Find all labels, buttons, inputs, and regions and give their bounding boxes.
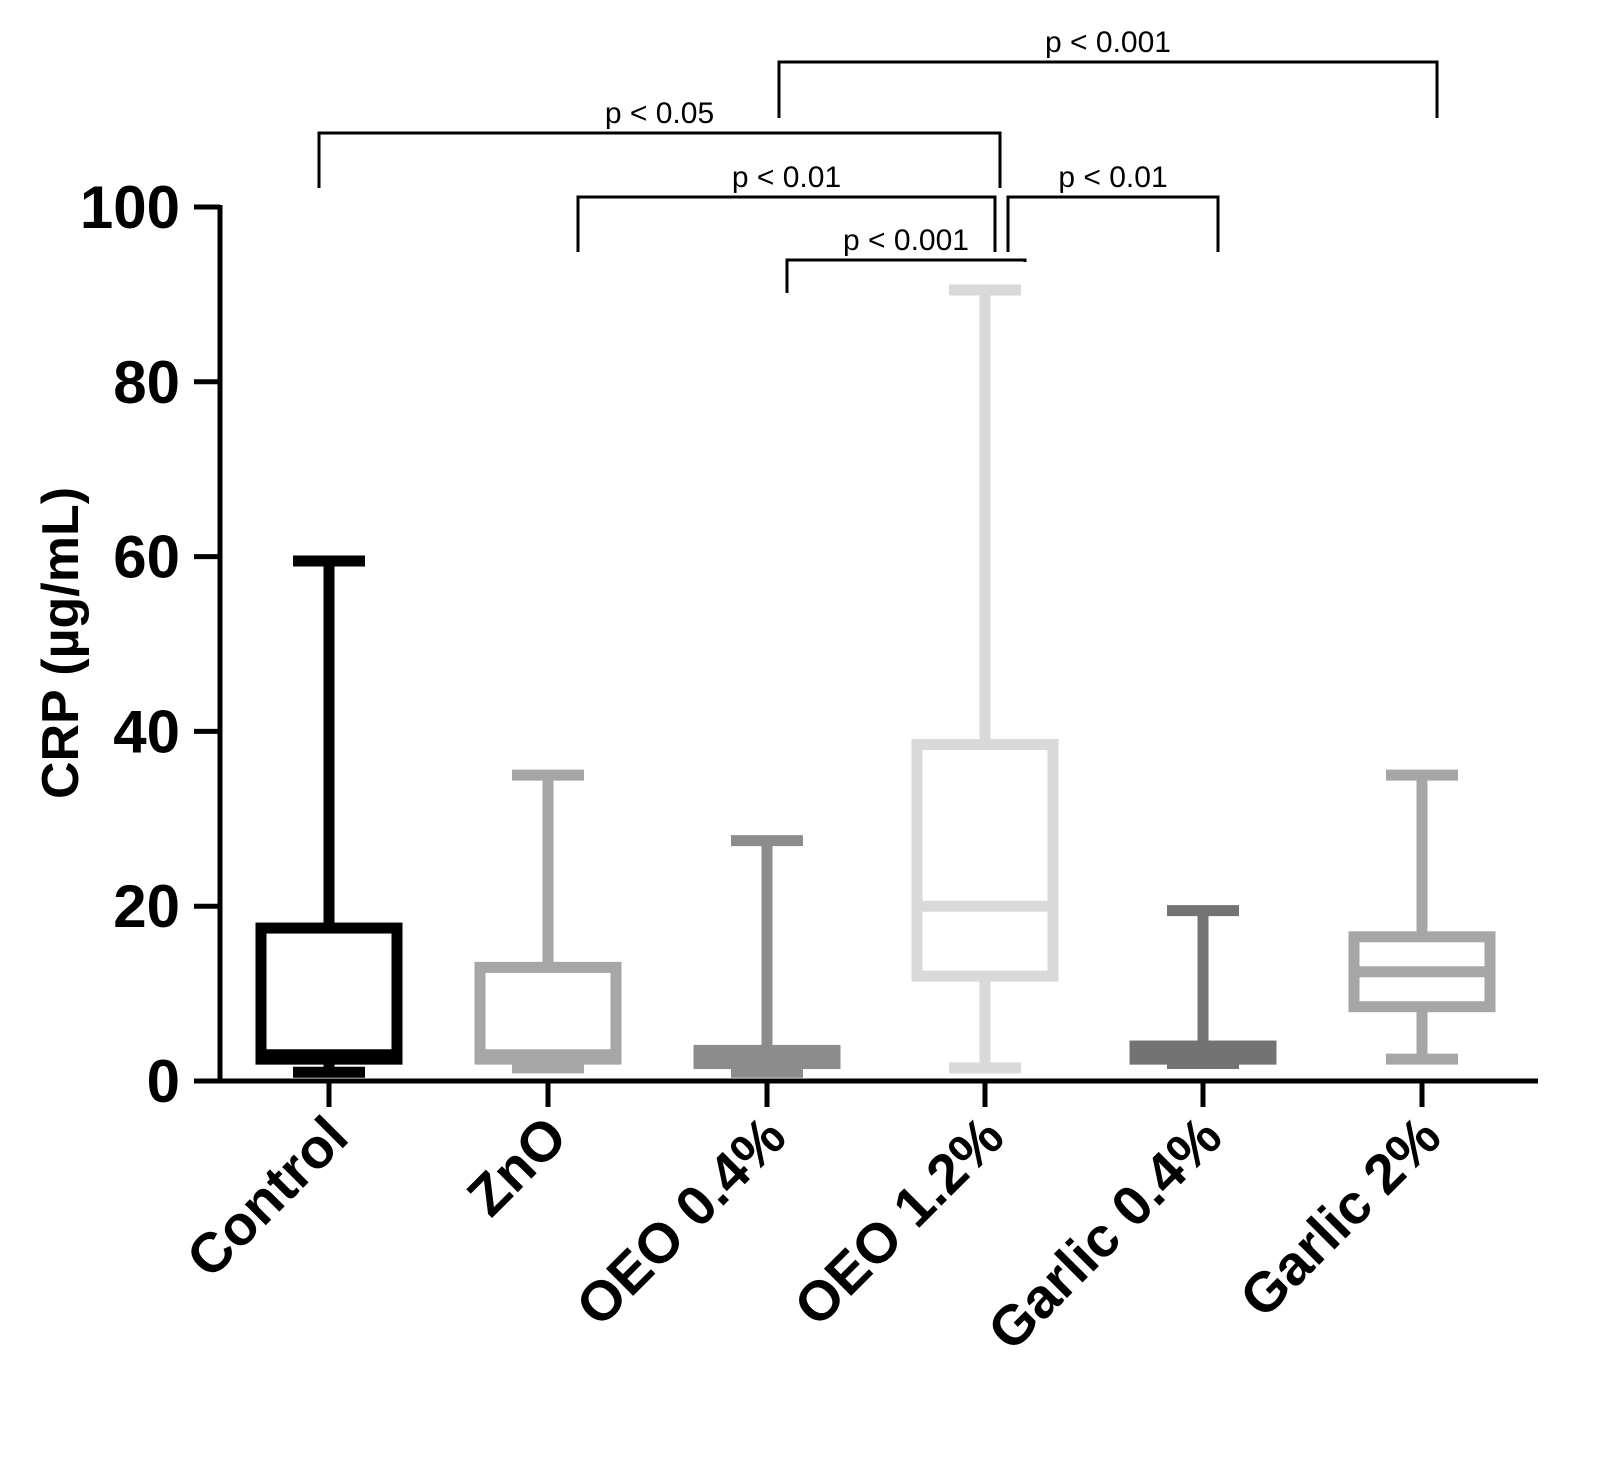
significance-bracket-1: p < 0.05 xyxy=(317,97,1002,188)
axes xyxy=(217,205,1538,1084)
y-tick-label-20: 20 xyxy=(113,873,180,940)
y-tick-label-0: 0 xyxy=(147,1048,180,1115)
box-control xyxy=(255,555,403,1078)
box-iqr xyxy=(911,739,1059,982)
box-garlic-0-4 xyxy=(1129,905,1277,1070)
bracket-label: p < 0.001 xyxy=(843,224,969,257)
x-tick-label-garlic-2: Garlic 2% xyxy=(1227,1104,1452,1329)
y-tick-label-40: 40 xyxy=(113,698,180,765)
bracket-label: p < 0.001 xyxy=(1045,26,1171,59)
bracket-line xyxy=(317,131,1002,188)
bracket-label: p < 0.05 xyxy=(605,97,714,130)
y-ticks: 0 20 40 60 80 100 xyxy=(80,174,220,1115)
bracket-line xyxy=(1006,195,1220,252)
x-tick-label-zno: ZnO xyxy=(455,1104,579,1228)
x-tick-label-control: Control xyxy=(174,1104,359,1289)
box-iqr xyxy=(474,961,622,1065)
box-garlic-2 xyxy=(1348,769,1496,1065)
bracket-line xyxy=(777,60,1439,118)
y-tick-label-100: 100 xyxy=(80,174,180,241)
y-tick-label-60: 60 xyxy=(113,524,180,591)
significance-bracket-5: p < 0.001 xyxy=(785,224,1027,293)
x-tick-label-garlic-0-4: Garlic 0.4% xyxy=(975,1104,1233,1362)
bracket-line xyxy=(785,258,1027,293)
x-tick-label-oeo-1-2: OEO 1.2% xyxy=(782,1104,1016,1338)
box-iqr xyxy=(255,922,403,1065)
y-tick-label-80: 80 xyxy=(113,349,180,416)
box-zno xyxy=(474,769,622,1074)
bracket-label: p < 0.01 xyxy=(732,161,841,194)
box-oeo-1-2 xyxy=(911,284,1059,1074)
significance-bracket-3: p < 0.01 xyxy=(576,161,997,252)
box-plots xyxy=(255,284,1496,1078)
box-oeo-0-4 xyxy=(693,835,841,1078)
bracket-label: p < 0.01 xyxy=(1058,161,1167,194)
y-axis-title: CRP (µg/mL) xyxy=(32,487,90,799)
significance-bracket-4: p < 0.01 xyxy=(1006,161,1220,252)
x-tick-label-oeo-0-4: OEO 0.4% xyxy=(564,1104,798,1338)
significance-bracket-2: p < 0.001 xyxy=(777,26,1439,118)
bracket-line xyxy=(576,195,997,252)
